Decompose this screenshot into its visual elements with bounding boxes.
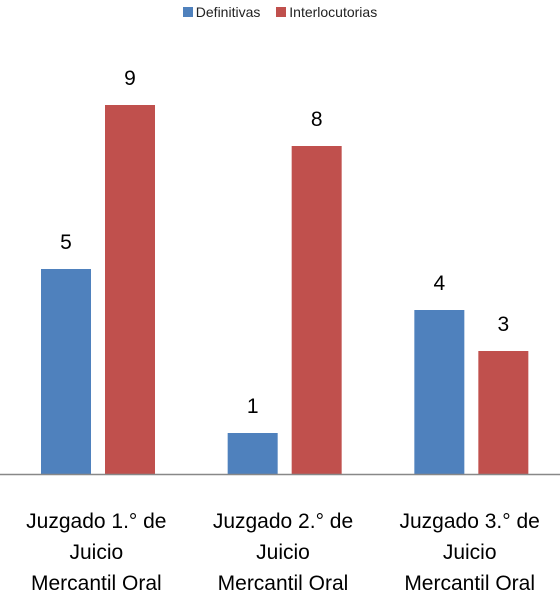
x-tick-label-2: Juzgado 2.° de Juicio Mercantil Oral	[213, 510, 353, 595]
data-label-interlocutorias-3: 3	[497, 313, 509, 336]
data-label-interlocutorias-1: 9	[124, 67, 136, 90]
x-tick-label-3: Juzgado 3.° de Juicio Mercantil Oral	[400, 510, 540, 595]
legend-label-definitivas: Definitivas	[195, 4, 261, 20]
data-label-interlocutorias-2: 8	[311, 108, 323, 131]
legend: Definitivas Interlocutorias	[0, 4, 560, 20]
legend-item-interlocutorias: Interlocutorias	[276, 4, 377, 20]
data-label-definitivas-2: 1	[247, 395, 259, 418]
bar-interlocutorias-3	[478, 351, 529, 474]
legend-label-interlocutorias: Interlocutorias	[289, 4, 378, 20]
legend-item-definitivas: Definitivas	[182, 4, 261, 20]
legend-swatch-interlocutorias	[276, 7, 287, 17]
legend-swatch-definitivas	[182, 7, 193, 17]
bar-interlocutorias-2	[291, 146, 342, 474]
bar-definitivas-1	[41, 269, 91, 474]
data-label-definitivas-1: 5	[60, 231, 72, 254]
bar-interlocutorias-1	[105, 105, 155, 474]
data-label-definitivas-3: 4	[433, 272, 445, 295]
x-tick-label-1: Juzgado 1.° de Juicio Mercantil Oral	[26, 510, 166, 595]
bar-definitivas-2	[227, 433, 278, 474]
bar-definitivas-3	[414, 310, 465, 474]
